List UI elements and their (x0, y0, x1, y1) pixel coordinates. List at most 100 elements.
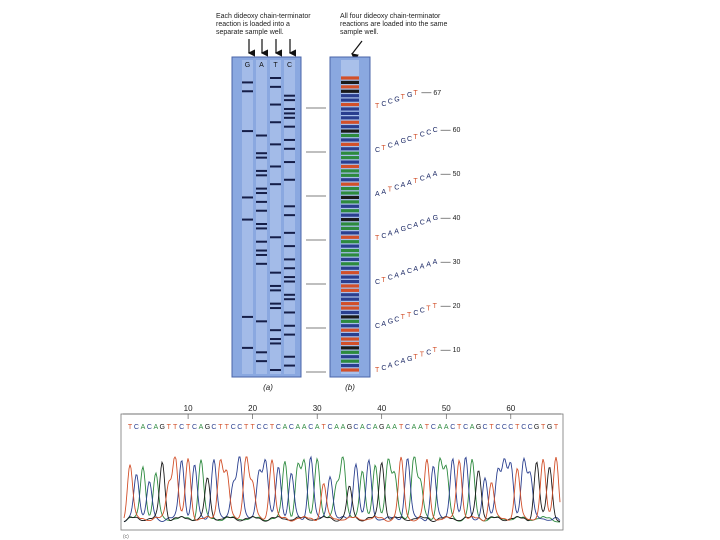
band-b-17 (341, 297, 359, 301)
band-a-40 (242, 196, 253, 199)
chromatogram-base: A (360, 424, 365, 431)
band-a-53 (284, 138, 295, 141)
chromatogram-base: T (541, 424, 546, 431)
chromatogram-base: T (167, 424, 172, 431)
chromatogram-base: T (218, 424, 223, 431)
readout-base: C (433, 127, 438, 134)
band-b-56 (341, 125, 359, 129)
band-b-43 (341, 182, 359, 186)
chromatogram-base: C (179, 424, 184, 431)
band-a-38 (284, 205, 295, 208)
chromatogram-base: C (276, 424, 281, 431)
band-a-25 (256, 262, 267, 265)
readout-base: T (433, 303, 438, 310)
readout-base: G (401, 138, 406, 145)
band-b-33 (341, 226, 359, 231)
chromatogram-tick-label: 20 (248, 404, 257, 413)
band-a-8 (270, 338, 281, 341)
chromatogram-trace-A (123, 456, 561, 523)
chromatogram-base: T (554, 424, 559, 431)
band-b-11 (341, 324, 359, 328)
readout-base: A (420, 264, 425, 271)
readout-position-label: 20 (453, 303, 461, 310)
band-a-35 (242, 218, 253, 221)
same-well-caption: All four dideoxy chain-terminator reacti… (340, 13, 448, 36)
band-a-12 (256, 320, 267, 323)
readout-base: C (420, 132, 425, 139)
band-a-22 (284, 276, 295, 279)
readout-base: C (381, 101, 386, 108)
band-b-64 (341, 89, 359, 93)
band-a-34 (256, 223, 267, 225)
band-b-31 (341, 235, 359, 239)
chromatogram-base: T (270, 424, 275, 431)
chromatogram-base: T (457, 424, 462, 431)
chromatogram-base: C (211, 424, 216, 431)
chromatogram-base: A (141, 424, 146, 431)
readout-position-label: 10 (453, 347, 461, 354)
band-b-38 (341, 204, 359, 208)
band-b-67 (341, 76, 359, 80)
band-b-47 (341, 164, 359, 169)
band-a-58 (284, 116, 295, 119)
band-a-17 (284, 298, 295, 301)
band-b-54 (341, 133, 359, 138)
band-a-13 (242, 315, 253, 318)
chromatogram-frame (120, 413, 564, 531)
gel-a-lanes (242, 60, 295, 374)
band-a-11 (284, 324, 295, 327)
readout-base: C (388, 143, 393, 150)
chromatogram-base: C (231, 424, 236, 431)
readout-position-label: 67 (433, 90, 441, 97)
band-b-34 (341, 222, 359, 226)
gel-a-lane-4 (284, 60, 295, 374)
sequence-readout: T C A C A G T T C T 10C A G C T T C C T T 20C T C A A C A A A A 30T C A A… (375, 90, 460, 374)
chromatogram-tick-label: 60 (506, 404, 515, 413)
chromatogram-base: A (302, 424, 307, 431)
readout-base: A (426, 173, 431, 180)
band-a-37 (256, 209, 267, 212)
readout-base: A (394, 140, 399, 147)
chromatogram-base: C (366, 424, 371, 431)
chromatogram-base: C (431, 424, 436, 431)
band-b-27 (341, 253, 359, 257)
readout-base: C (420, 220, 425, 227)
band-a-26 (284, 258, 295, 261)
lane-label-T: T (273, 62, 278, 69)
chromatogram-base: A (334, 424, 339, 431)
band-b-29 (341, 244, 359, 248)
readout-base: C (375, 323, 380, 330)
chromatogram-base: A (153, 424, 158, 431)
band-b-40 (341, 195, 359, 200)
band-b-10 (341, 328, 359, 332)
chromatogram-base: A (418, 424, 423, 431)
band-b-37 (341, 209, 359, 213)
band-b-22 (341, 275, 359, 279)
chromatogram-base: C (147, 424, 152, 431)
band-a-24 (284, 267, 295, 270)
chromatogram-base: G (205, 424, 210, 431)
chromatogram-base: C (521, 424, 526, 431)
band-a-23 (270, 271, 281, 274)
band-b-3 (341, 359, 359, 363)
band-b-39 (341, 200, 359, 204)
chromatogram-base: C (495, 424, 500, 431)
band-a-54 (256, 134, 267, 137)
chromatogram-base: T (489, 424, 494, 431)
gel-a-lane-3 (270, 60, 281, 374)
chromatogram-base: A (199, 424, 204, 431)
readout-base: A (413, 266, 418, 273)
band-b-6 (341, 346, 359, 350)
readout-base: A (433, 259, 438, 266)
band-b-32 (341, 231, 359, 235)
band-b-28 (341, 248, 359, 253)
band-b-57 (341, 120, 359, 124)
readout-base: A (394, 272, 399, 279)
chromatogram-base: T (128, 424, 133, 431)
band-a-42 (256, 187, 267, 190)
band-a-39 (256, 200, 267, 203)
readout-base: C (375, 147, 380, 154)
readout-base: C (420, 176, 425, 183)
